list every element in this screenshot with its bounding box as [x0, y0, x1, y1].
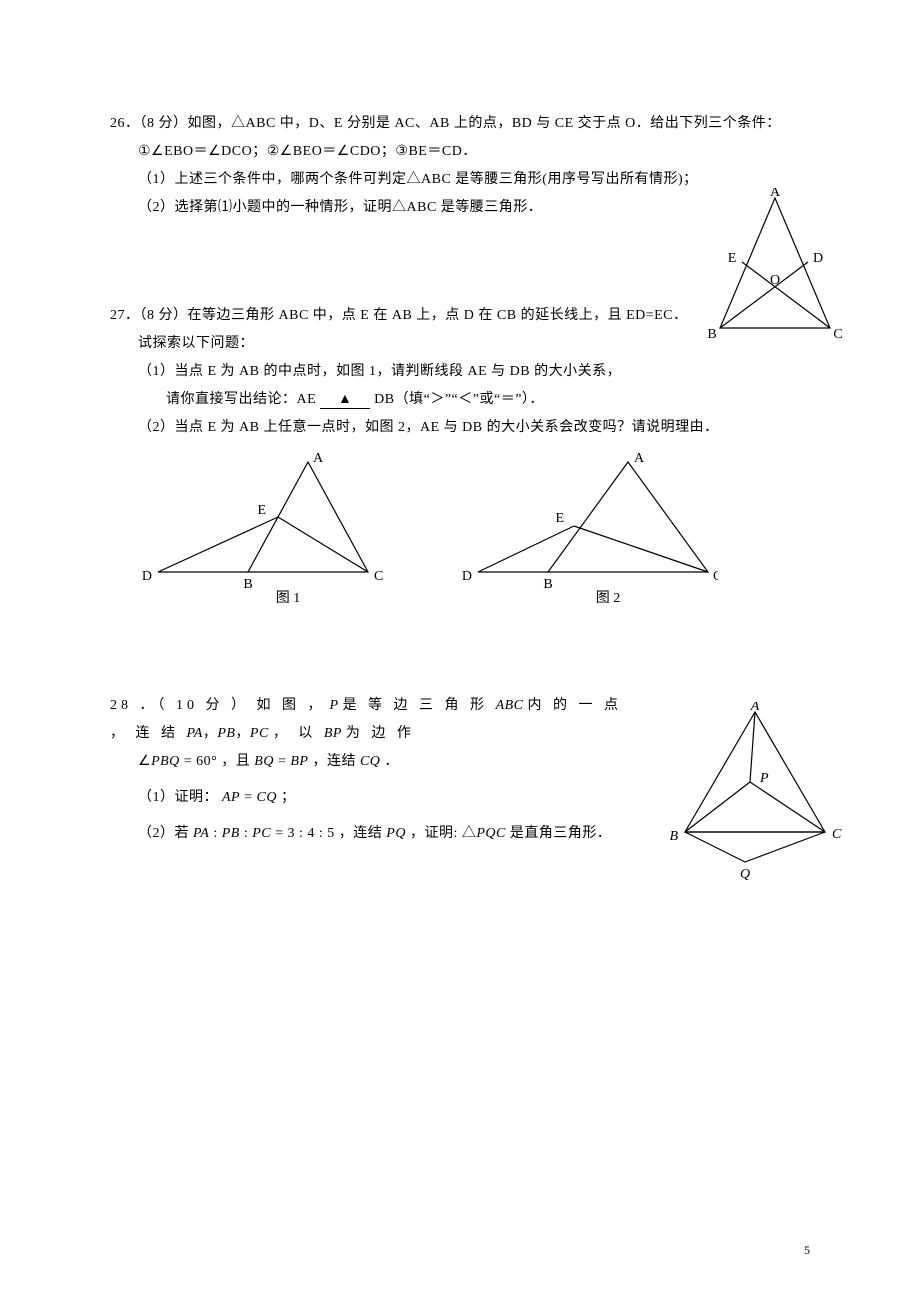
p28-head: 28 ．（ 10 分 ） 如 图 ， P 是 等 边 三 角 形 ABC 内 的…	[110, 692, 630, 748]
p27-q1a: （1）当点 E 为 AB 的中点时，如图 1，请判断线段 AE 与 DB 的大小…	[110, 358, 810, 386]
p28-q2: （2）若 PA : PB : PC = 3 : 4 : 5 ，连结 PQ ，证明…	[110, 820, 630, 848]
label-D: D	[462, 569, 472, 584]
p27-q1b: 请你直接写出结论：AE ▲ DB（填“＞”“＜”或“＝”）．	[110, 386, 810, 414]
label-B: B	[543, 577, 552, 592]
p27-fig2: A B C D E 图 2	[458, 452, 718, 612]
p28-svg: A B C P Q	[660, 702, 850, 892]
label-D: D	[142, 569, 152, 584]
label-D: D	[813, 251, 823, 266]
label-A: A	[634, 452, 645, 466]
label-C: C	[833, 327, 842, 342]
label-A: A	[313, 452, 324, 466]
p26-conds: ①∠EBO＝∠DCO；②∠BEO＝∠CDO；③BE＝CD．	[110, 138, 810, 166]
p27-q1b-suffix: DB（填“＞”“＜”或“＝”）．	[374, 392, 544, 407]
problem-26: 26．（8 分）如图，△ABC 中，D、E 分别是 AC、AB 上的点，BD 与…	[110, 110, 810, 222]
label-C: C	[374, 569, 383, 584]
label-E: E	[257, 503, 266, 518]
label-B: B	[669, 829, 678, 844]
page-number: 5	[804, 1238, 810, 1262]
p27-head: 27．（8 分）在等边三角形 ABC 中，点 E 在 AB 上，点 D 在 CB…	[110, 302, 810, 330]
p28-line2: ∠PBQ = 60° ，且 BQ = BP ，连结 CQ ．	[110, 748, 630, 776]
p27-blank: ▲	[320, 393, 370, 409]
page: 26．（8 分）如图，△ABC 中，D、E 分别是 AC、AB 上的点，BD 与…	[0, 0, 920, 1302]
label-E: E	[555, 511, 564, 526]
p26-head: 26．（8 分）如图，△ABC 中，D、E 分别是 AC、AB 上的点，BD 与…	[110, 110, 810, 138]
p28-body: 28 ．（ 10 分 ） 如 图 ， P 是 等 边 三 角 形 ABC 内 的…	[110, 692, 630, 848]
label-A: A	[770, 188, 781, 200]
label-E: E	[728, 251, 737, 266]
label-Q: Q	[740, 867, 750, 882]
caption-2: 图 2	[596, 591, 621, 606]
label-C: C	[713, 569, 718, 584]
label-B: B	[243, 577, 252, 592]
label-A: A	[750, 702, 760, 714]
problem-27: 27．（8 分）在等边三角形 ABC 中，点 E 在 AB 上，点 D 在 CB…	[110, 302, 810, 612]
label-O: O	[770, 273, 780, 288]
p28-figure: A B C P Q	[660, 702, 850, 903]
p27-q2: （2）当点 E 为 AB 上任意一点时，如图 2，AE 与 DB 的大小关系会改…	[110, 414, 810, 442]
p27-figures: A B C D E 图 1 A B C D E 图 2	[110, 452, 810, 612]
p28-q1: （1）证明： AP = CQ ；	[110, 784, 630, 812]
p27-q1b-prefix: 请你直接写出结论：AE	[166, 392, 320, 407]
label-P: P	[759, 771, 769, 786]
caption-1: 图 1	[276, 591, 301, 606]
problem-28: 28 ．（ 10 分 ） 如 图 ， P 是 等 边 三 角 形 ABC 内 的…	[110, 692, 810, 848]
p27-fig1: A B C D E 图 1	[138, 452, 398, 612]
label-C: C	[832, 827, 842, 842]
p27-intro: 试探索以下问题：	[110, 330, 810, 358]
